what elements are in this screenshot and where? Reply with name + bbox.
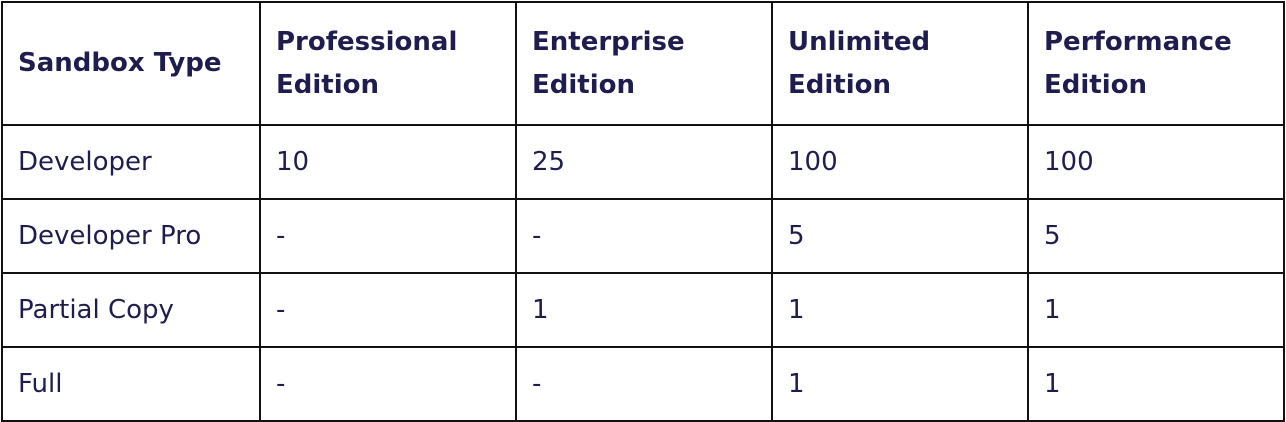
- table-cell: 5: [771, 198, 1029, 274]
- table-cell: -: [259, 198, 517, 274]
- table-cell: 100: [1027, 124, 1285, 200]
- table-row: Developer 10 25 100 100: [1, 124, 1285, 200]
- table-cell: -: [259, 346, 517, 422]
- row-label: Developer: [1, 124, 261, 200]
- table-cell: -: [259, 272, 517, 348]
- header-professional-edition: Professional Edition: [259, 1, 517, 126]
- table-cell: 1: [1027, 272, 1285, 348]
- header-unlimited-edition: Unlimited Edition: [771, 1, 1029, 126]
- table-cell: 1: [771, 346, 1029, 422]
- table-row: Developer Pro - - 5 5: [1, 198, 1285, 274]
- table-cell: 100: [771, 124, 1029, 200]
- header-performance-edition: Performance Edition: [1027, 1, 1285, 126]
- table-cell: -: [515, 198, 773, 274]
- table-row: Partial Copy - 1 1 1: [1, 272, 1285, 348]
- table-cell: 5: [1027, 198, 1285, 274]
- table-cell: 1: [771, 272, 1029, 348]
- header-sandbox-type: Sandbox Type: [1, 1, 261, 126]
- header-enterprise-edition: Enterprise Edition: [515, 1, 773, 126]
- header-row: Sandbox Type Professional Edition Enterp…: [1, 1, 1285, 126]
- table-row: Full - - 1 1: [1, 346, 1285, 422]
- table-cell: 10: [259, 124, 517, 200]
- table-cell: -: [515, 346, 773, 422]
- table-cell: 25: [515, 124, 773, 200]
- table-cell: 1: [515, 272, 773, 348]
- row-label: Partial Copy: [1, 272, 261, 348]
- table-cell: 1: [1027, 346, 1285, 422]
- row-label: Developer Pro: [1, 198, 261, 274]
- row-label: Full: [1, 346, 261, 422]
